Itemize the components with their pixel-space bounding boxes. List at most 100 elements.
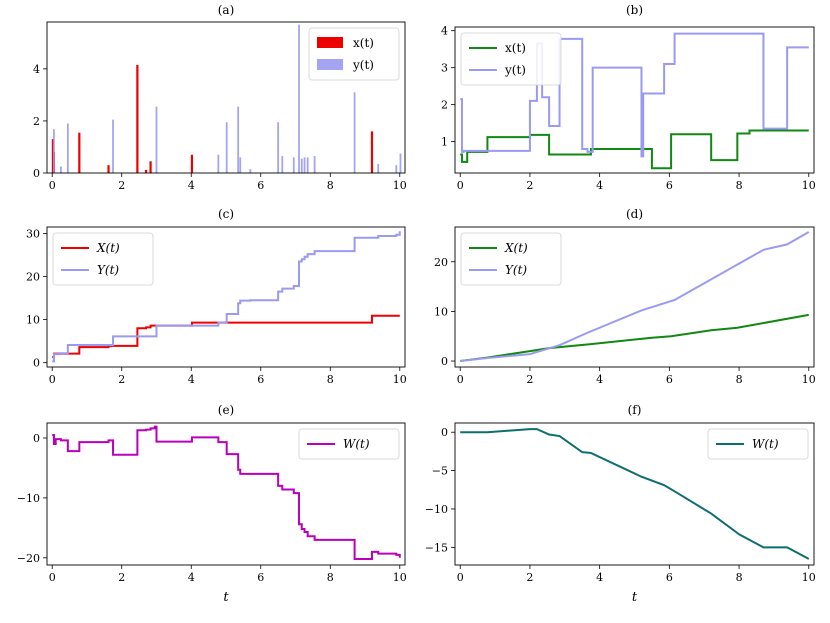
- series-line-f-0: [460, 428, 810, 560]
- x-tick-label-d-0: 0: [457, 373, 464, 386]
- legend-label-b-1: y(t): [504, 63, 526, 77]
- legend-f: W(t): [707, 428, 809, 460]
- legend-swatch-a-1: [317, 59, 343, 70]
- x-axis-label-e: t: [223, 590, 229, 605]
- legend-label-b-0: x(t): [505, 41, 526, 55]
- x-tick-label-e-1: 2: [118, 571, 125, 584]
- bar-a-1-12: [292, 157, 295, 173]
- x-tick-label-c-3: 6: [257, 373, 264, 386]
- axes-frame-d: [454, 226, 815, 368]
- legend-box-e: [298, 428, 400, 460]
- bar-a-1-4: [155, 106, 158, 173]
- plot-area-e: [52, 425, 401, 561]
- x-tick-label-b-1: 2: [526, 179, 533, 192]
- y-tick-label-d-0: 0: [441, 355, 448, 368]
- x-tick-label-e-3: 6: [257, 571, 264, 584]
- x-tick-label-b-3: 6: [666, 179, 673, 192]
- legend-e: W(t): [298, 428, 400, 460]
- x-tick-label-a-4: 8: [327, 179, 334, 192]
- y-tick-label-e-0: 0: [33, 432, 40, 445]
- y-tick-label-a-1: 2: [33, 115, 40, 128]
- y-tick-label-f-0: 0: [441, 426, 448, 439]
- bar-a-1-2: [66, 123, 69, 173]
- x-tick-label-a-0: 0: [49, 179, 56, 192]
- y-tick-label-a-0: 0: [33, 167, 40, 180]
- legend-box-f: [707, 428, 809, 460]
- bar-a-1-21: [399, 153, 402, 173]
- x-axis-label-f: t: [632, 590, 638, 605]
- axes-frame-a: [46, 21, 406, 174]
- legend-c: X(t) Y(t): [52, 232, 154, 286]
- y-tick-label-c-0: 0: [33, 357, 40, 370]
- x-tick-label-a-5: 10: [393, 179, 407, 192]
- series-line-e-0: [52, 425, 401, 561]
- axes-frame-f: [454, 422, 815, 566]
- legend-d: X(t) Y(t): [460, 232, 562, 286]
- axes-frame-e: [46, 422, 406, 566]
- plot-area-f: [460, 428, 810, 560]
- y-tick-label-e-2: −20: [17, 552, 40, 565]
- panel-title-d: (d): [626, 207, 643, 221]
- x-tick-label-b-5: 10: [802, 179, 816, 192]
- y-tick-label-c-2: 20: [26, 271, 40, 284]
- x-tick-label-c-2: 4: [188, 373, 195, 386]
- y-tick-label-d-2: 20: [434, 256, 448, 269]
- bar-a-1-20: [395, 165, 398, 173]
- x-tick-label-e-0: 0: [49, 571, 56, 584]
- y-tick-label-f-1: −5: [432, 465, 448, 478]
- x-tick-label-f-2: 4: [596, 571, 603, 584]
- x-tick-label-d-2: 4: [596, 373, 603, 386]
- series-line-c-1: [52, 231, 401, 363]
- panel-title-a: (a): [218, 3, 235, 17]
- x-tick-label-f-5: 10: [802, 571, 816, 584]
- x-tick-label-c-1: 2: [118, 373, 125, 386]
- x-tick-label-f-3: 6: [666, 571, 673, 584]
- y-tick-label-f-2: −10: [425, 503, 448, 516]
- bar-a-0-2: [78, 132, 81, 173]
- bar-a-1-9: [249, 169, 252, 173]
- panel-a: (a) 0 2 4 6 8 10 0 2 4 x(t) y(t): [33, 3, 407, 192]
- legend-swatch-a-0: [317, 37, 343, 48]
- x-tick-label-b-0: 0: [457, 179, 464, 192]
- bar-a-0-5: [144, 169, 148, 173]
- bar-a-1-6: [225, 122, 228, 173]
- panel-title-c: (c): [218, 207, 234, 221]
- x-tick-label-f-0: 0: [457, 571, 464, 584]
- bar-a-0-8: [370, 131, 374, 173]
- y-tick-label-d-1: 10: [434, 305, 448, 318]
- bar-a-1-8: [239, 157, 242, 173]
- x-tick-label-e-2: 4: [188, 571, 195, 584]
- bar-a-1-13: [298, 24, 300, 173]
- panel-d: (d) 0 2 4 6 8 10 0 10 20 X(t) Y(t): [434, 207, 816, 386]
- series-line-b-0: [460, 129, 809, 170]
- y-tick-label-b-1: 2: [441, 99, 448, 112]
- legend-label-f-0: W(t): [752, 437, 779, 451]
- legend-label-e-0: W(t): [343, 437, 370, 451]
- panel-f: (f) 0 2 4 6 8 10 0 −5 −10 −15 t W(t): [425, 403, 816, 605]
- bar-a-1-1: [60, 166, 62, 173]
- panel-e: (e) 0 2 4 6 8 10 0 −10 −20 t W(t): [17, 403, 407, 605]
- legend-label-c-1: Y(t): [97, 263, 119, 277]
- panel-title-e: (e): [218, 403, 234, 417]
- x-tick-label-d-1: 2: [526, 373, 533, 386]
- bar-a-1-18: [353, 92, 356, 173]
- x-tick-label-e-5: 10: [393, 571, 407, 584]
- series-line-b-1: [460, 32, 809, 158]
- series-line-d-1: [460, 231, 810, 363]
- bar-a-1-17: [313, 156, 316, 173]
- legend-label-a-1: y(t): [352, 58, 374, 72]
- x-tick-label-d-4: 8: [736, 373, 743, 386]
- axes-frame-b: [454, 26, 815, 174]
- legend-label-c-0: X(t): [96, 241, 120, 255]
- y-tick-label-f-3: −15: [425, 541, 448, 554]
- y-tick-label-a-2: 4: [33, 63, 40, 76]
- x-tick-label-a-2: 4: [188, 179, 195, 192]
- legend-label-a-0: x(t): [353, 36, 374, 50]
- y-tick-label-c-3: 30: [26, 227, 40, 240]
- panel-c: (c) 0 2 4 6 8 10 0 10 20 30 X(t) Y(t): [26, 207, 407, 386]
- bar-a-1-10: [277, 122, 280, 173]
- legend-a: x(t) y(t): [308, 27, 400, 81]
- bar-a-1-11: [281, 156, 284, 173]
- legend-label-d-0: X(t): [504, 241, 528, 255]
